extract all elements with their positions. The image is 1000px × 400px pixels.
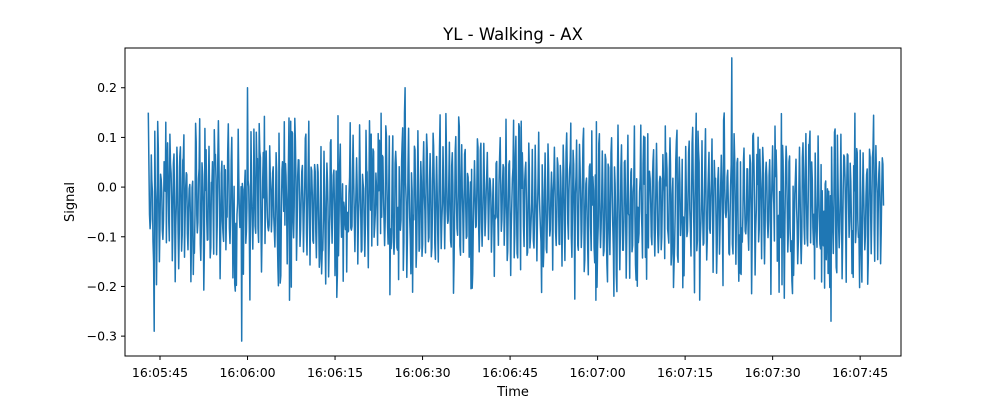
plot-frame <box>124 47 902 357</box>
x-tick-label: 16:05:45 <box>132 365 188 380</box>
y-tick-label: 0.1 <box>97 130 117 145</box>
x-tick-label: 16:06:45 <box>482 365 538 380</box>
y-tick-label: 0.0 <box>97 180 117 195</box>
chart-title: YL - Walking - AX <box>442 25 583 44</box>
x-tick-label: 16:07:15 <box>657 365 713 380</box>
x-tick-label: 16:06:00 <box>219 365 275 380</box>
y-tick-label: −0.2 <box>87 279 117 294</box>
x-tick-label: 16:07:45 <box>832 365 888 380</box>
series-line-signal <box>147 57 885 342</box>
y-tick-label: −0.1 <box>87 229 117 244</box>
x-tick-label: 16:07:00 <box>570 365 626 380</box>
x-axis: 16:05:45 16:06:00 16:06:15 16:06:30 16:06:45… <box>132 356 888 380</box>
x-axis-label: Time <box>496 385 529 400</box>
y-tick-label: 0.2 <box>97 80 117 95</box>
y-tick-label: −0.3 <box>87 329 117 344</box>
x-tick-label: 16:07:30 <box>745 365 801 380</box>
x-tick-label: 16:06:15 <box>307 365 363 380</box>
y-axis: 0.2 0.1 0.0 −0.1 −0.2 −0.3 <box>87 80 125 344</box>
plot-area <box>147 57 885 342</box>
x-tick-label: 16:06:30 <box>394 365 450 380</box>
y-axis-label: Signal <box>63 182 78 222</box>
